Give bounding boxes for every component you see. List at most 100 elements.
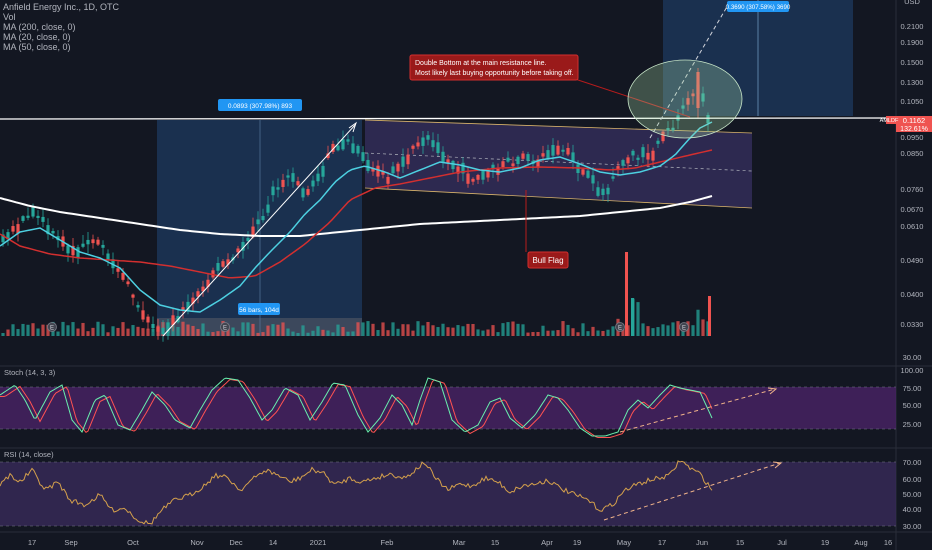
rsi-divergence-arrow [603,462,781,521]
price-candle [261,215,265,221]
volume-bar [326,330,330,336]
volume-bar [501,323,505,336]
price-candle [171,315,175,326]
study-ma200[interactable]: MA (200, close, 0) [3,22,76,32]
price-candle [436,142,440,154]
price-candle [281,179,285,187]
volume-bar [81,322,85,336]
volume-bar [691,325,695,336]
impulse-arrow [162,124,356,337]
price-candle [646,152,650,160]
volume-bar [181,321,185,336]
price-candle [536,159,540,168]
price-candle [696,72,700,108]
volume-bar [336,324,340,336]
y-tick-label: 0.0760 [901,185,924,194]
price-candle [341,139,345,150]
price-candle [591,175,595,184]
price-candle [426,135,430,140]
price-candle [206,279,210,287]
x-tick-label: May [617,538,631,547]
price-candle [201,286,205,292]
price-candle [611,176,615,179]
currency-label: USD [904,0,920,6]
measure-label-box [238,303,280,315]
volume-bar [456,325,460,336]
price-candle [21,216,25,221]
study-ma50[interactable]: MA (50, close, 0) [3,42,71,52]
price-candle [601,188,605,195]
volume-bar [601,330,605,336]
volume-bar [16,329,20,336]
volume-bar [111,326,115,336]
x-tick-label: Sep [64,538,77,547]
volume-bar [206,331,210,336]
bull-flag-text: Bull Flag [532,256,563,265]
price-candle [46,225,50,235]
volume-bar [251,323,255,336]
price-candle [296,181,300,186]
volume-bar [396,328,400,336]
price-candle [406,154,410,165]
volume-bar [551,330,555,336]
volume-bar [291,331,295,336]
y-tick-label: 0.0400 [901,290,924,299]
volume-bar [696,309,700,336]
price-candle [41,216,45,222]
volume-bar [431,325,435,336]
ma200-line [0,195,713,237]
volume-bar [656,327,660,336]
x-tick-label: 2021 [310,538,327,547]
volume-bar [46,324,50,336]
flag-mid-line [364,152,753,172]
volume-bar [406,324,410,336]
volume-bar [126,328,130,336]
volume-bar [451,327,455,336]
price-candle [431,140,435,148]
volume-bar [421,325,425,336]
price-candle [381,171,385,175]
volume-bar [521,324,525,336]
price-candle [656,140,660,144]
price-candle [286,175,290,178]
volume-bar [386,330,390,336]
volume-bar [446,327,450,336]
price-candle [391,166,395,174]
x-tick-label: 19 [573,538,581,547]
volume-bar [41,324,45,336]
study-vol[interactable]: Vol [3,12,16,22]
x-tick-label: Oct [127,538,140,547]
volume-bar [241,322,245,336]
volume-bar [546,330,550,336]
rsi-title: RSI (14, close) [4,450,54,459]
price-candle [636,157,640,160]
double-bottom-text: Most likely last buying opportunity befo… [415,70,574,77]
rsi-tick-label: 30.00 [903,522,922,531]
stoch-title: Stoch (14, 3, 3) [4,368,56,377]
price-candle [466,173,470,184]
price-candle [101,244,105,248]
price-candle [446,159,450,163]
symbol-title[interactable]: Anfield Energy Inc., 1D, OTC [3,2,120,12]
x-tick-label: Aug [854,538,867,547]
price-candle [691,93,695,97]
x-tick-label: 19 [821,538,829,547]
volume-bar [256,332,260,336]
price-candle [386,176,390,184]
earnings-marker-label: E [682,326,686,332]
price-candle [471,178,475,182]
volume-bar [356,322,360,336]
price-candle [16,224,20,234]
volume-bar [436,327,440,336]
x-tick-label: 17 [28,538,36,547]
price-candle [366,159,370,171]
volume-bar [496,332,500,336]
volume-bar [346,331,350,336]
volume-bar [376,330,380,336]
rsi-tick-label: 40.00 [903,505,922,514]
volume-bar [631,298,634,336]
study-ma20[interactable]: MA (20, close, 0) [3,32,71,42]
x-tick-label: 16 [884,538,892,547]
volume-bar [316,326,320,336]
